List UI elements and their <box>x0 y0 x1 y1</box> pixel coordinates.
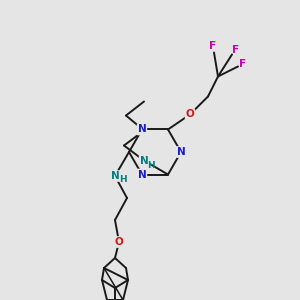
Text: F: F <box>239 59 247 70</box>
Text: O: O <box>186 110 194 119</box>
Text: H: H <box>119 176 127 184</box>
Text: N: N <box>140 155 148 166</box>
Text: F: F <box>209 41 217 52</box>
Text: O: O <box>115 237 123 247</box>
Text: N: N <box>138 169 146 179</box>
Text: F: F <box>232 46 240 56</box>
Text: N: N <box>111 171 119 181</box>
Text: N: N <box>138 124 146 134</box>
Text: N: N <box>177 147 185 157</box>
Text: H: H <box>147 161 155 170</box>
